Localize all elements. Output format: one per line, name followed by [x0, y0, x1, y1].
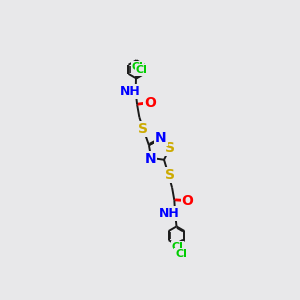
Text: S: S [138, 122, 148, 136]
Text: NH: NH [159, 207, 180, 220]
Text: S: S [165, 168, 175, 182]
Text: Cl: Cl [131, 62, 143, 72]
Text: Cl: Cl [175, 248, 187, 259]
Text: S: S [165, 141, 176, 155]
Text: Cl: Cl [136, 65, 148, 75]
Text: NH: NH [120, 85, 141, 98]
Text: Cl: Cl [172, 242, 184, 252]
Text: N: N [145, 152, 156, 166]
Text: O: O [144, 96, 156, 110]
Text: N: N [155, 131, 167, 145]
Text: O: O [182, 194, 194, 208]
